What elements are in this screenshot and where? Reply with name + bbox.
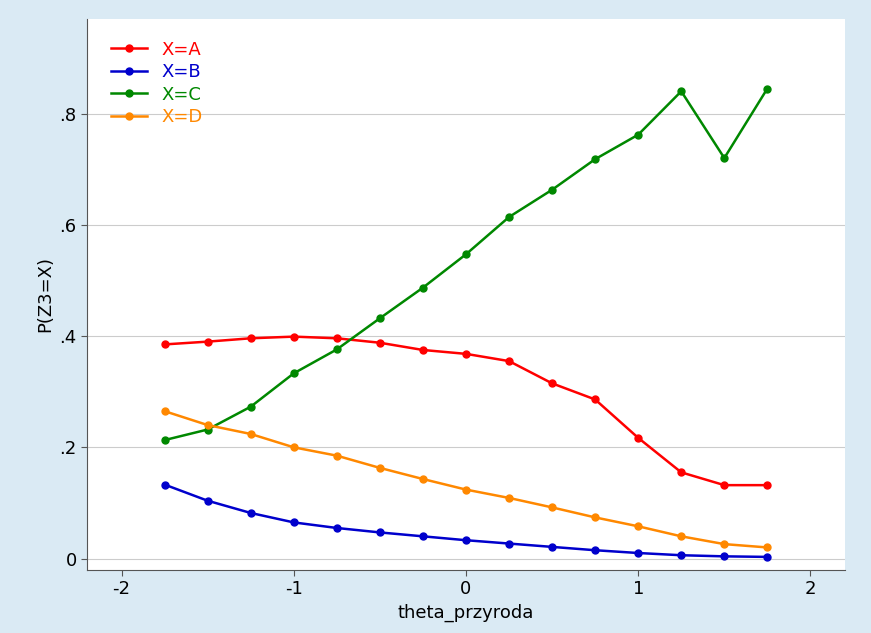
X-axis label: theta_przyroda: theta_przyroda: [398, 604, 534, 622]
Y-axis label: P(Z3=X): P(Z3=X): [36, 256, 54, 332]
Legend: X=A, X=B, X=C, X=D: X=A, X=B, X=C, X=D: [104, 34, 210, 134]
